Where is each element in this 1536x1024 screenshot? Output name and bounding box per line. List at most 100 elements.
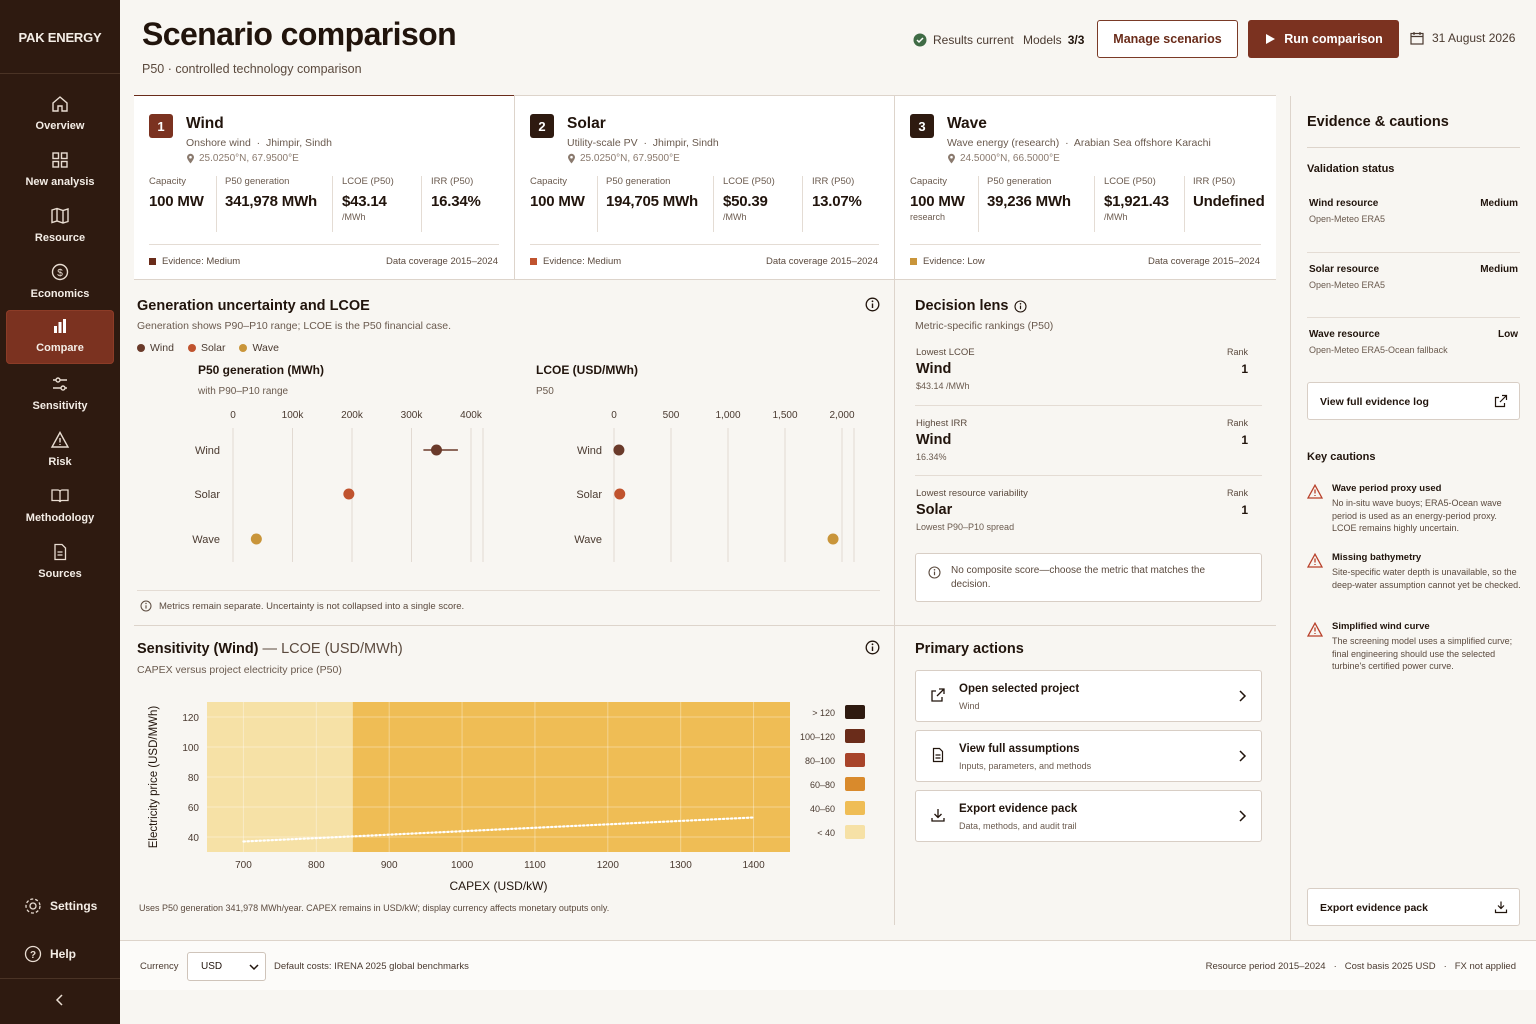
currency-select[interactable]: USD (187, 952, 266, 981)
collapse-sidebar-icon[interactable] (53, 993, 67, 1007)
metric-capacity: Capacity 100 MW (530, 176, 585, 210)
results-status: Results current (913, 33, 1014, 47)
svg-text:?: ? (30, 950, 36, 961)
legend-item-wind: Wind (137, 342, 174, 354)
sensitivity-title: Sensitivity (Wind) — LCOE (USD/MWh) (137, 641, 403, 657)
sidebar-divider (0, 73, 120, 74)
scenario-location: Jhimpir, Sindh (652, 137, 719, 149)
metric-lcoe: LCOE (P50) $50.39/MWh (723, 176, 775, 222)
run-comparison-button[interactable]: Run comparison (1248, 20, 1399, 58)
lcoe-chart-title: LCOE (USD/MWh) (536, 363, 638, 377)
sidebar-item-new-analysis[interactable]: New analysis (6, 144, 114, 198)
view-evidence-log-button[interactable]: View full evidence log (1307, 382, 1520, 420)
help-link[interactable]: ? Help (24, 945, 76, 963)
sidebar-item-compare[interactable]: Compare (6, 310, 114, 364)
y-tick-label: 60 (188, 803, 200, 814)
bar-chart-icon (54, 319, 66, 333)
sidebar-item-label: Methodology (25, 512, 95, 524)
scenario-coords: 24.5000°N, 66.5000°E (947, 153, 1060, 164)
sensitivity-heatmap: 700 800 900 1000 1100 1200 1300 1400 40 60 80 100 12… (148, 702, 865, 893)
sidebar-item-methodology[interactable]: Methodology (6, 480, 114, 534)
legend-label: 80–100 (805, 756, 835, 766)
metric-generation: P50 generation 194,705 MWh (606, 176, 699, 210)
sidebar-item-sources[interactable]: Sources (6, 536, 114, 590)
sidebar-item-economics[interactable]: $ Economics (6, 256, 114, 310)
info-icon[interactable] (865, 640, 880, 655)
category-label: Solar (576, 489, 602, 501)
caution-item: Wave period proxy used No in-situ wave b… (1307, 483, 1522, 543)
manage-scenarios-button[interactable]: Manage scenarios (1097, 20, 1238, 58)
warning-icon (1307, 622, 1323, 637)
external-link-icon (1494, 394, 1508, 408)
scenario-card-solar[interactable]: 2 Solar Utility-scale PV · Jhimpir, Sind… (515, 96, 894, 279)
models-label: Models (1023, 33, 1062, 47)
sidebar-item-label: Economics (30, 288, 90, 300)
decision-row: Highest IRR Wind 16.34% Rank 1 (915, 405, 1262, 475)
open-project-button[interactable]: Open selected project Wind (915, 670, 1262, 722)
models-count: Models 3/3 (1023, 33, 1084, 47)
info-icon[interactable] (1014, 299, 1028, 313)
tick-label: 0 (230, 410, 236, 421)
location-pin-icon (568, 153, 575, 164)
info-icon[interactable] (865, 297, 880, 312)
view-assumptions-button[interactable]: View full assumptions Inputs, parameters… (915, 730, 1262, 782)
play-icon (1266, 34, 1276, 44)
sidebar-item-resource[interactable]: Resource (6, 200, 114, 254)
chevron-down-icon (249, 964, 259, 971)
scenario-type: Utility-scale PV (567, 137, 638, 149)
legend-label: 60–80 (810, 780, 835, 790)
data-point (827, 533, 839, 545)
warning-icon (1307, 484, 1323, 499)
settings-link[interactable]: Settings (24, 897, 97, 915)
category-label: Wave (574, 534, 602, 546)
currency-label: Currency (140, 961, 179, 972)
uncertainty-title: Generation uncertainty and LCOE (137, 298, 370, 314)
legend-swatch (845, 801, 865, 815)
brand-logo: PAK ENERGY (18, 30, 102, 45)
decision-row: Lowest LCOE Wind $43.14 /MWh Rank 1 (916, 347, 1248, 391)
sidebar-item-sensitivity[interactable]: Sensitivity (6, 368, 114, 422)
metric-lcoe: LCOE (P50) $1,921.43/MWh (1104, 176, 1169, 222)
help-icon: ? (24, 945, 42, 963)
export-evidence-pack-action[interactable]: Export evidence pack Data, methods, and … (915, 790, 1262, 842)
page-title: Scenario comparison (142, 16, 457, 52)
info-icon (140, 600, 152, 612)
x-tick-label: 800 (308, 860, 325, 871)
info-icon (928, 566, 941, 579)
legend-swatch (845, 753, 865, 767)
scenario-card-wind[interactable]: 1 Wind Onshore wind · Jhimpir, Sindh 25.… (134, 96, 514, 279)
data-point (614, 488, 626, 500)
data-point (613, 444, 625, 456)
date-picker[interactable]: 31 August 2026 (1410, 31, 1515, 45)
scenario-subtitle: Utility-scale PV · Jhimpir, Sindh (567, 137, 719, 149)
check-circle-icon (913, 33, 927, 47)
evidence-level: Evidence: Medium (149, 256, 240, 267)
footer-meta: Resource period 2015–2024 · Cost basis 202… (1205, 961, 1516, 972)
metric-capacity: Capacity 100 MW (149, 176, 204, 210)
warning-icon (50, 431, 70, 448)
document-icon (932, 747, 944, 763)
sidebar-item-overview[interactable]: Overview (6, 88, 114, 142)
results-status-text: Results current (933, 33, 1014, 47)
scenario-card-wave[interactable]: 3 Wave Wave energy (research) · Arabian … (895, 96, 1276, 279)
export-evidence-pack-button[interactable]: Export evidence pack (1307, 888, 1520, 926)
lcoe-chart: 0 500 1,000 1,500 2,000 Wind Solar Wave (574, 410, 855, 562)
metric-irr: IRR (P50) Undefined (1193, 176, 1265, 210)
lcoe-chart-subtitle: P50 (536, 386, 554, 397)
x-tick-label: 1300 (670, 860, 693, 871)
scenario-coords-text: 25.0250°N, 67.9500°E (199, 153, 299, 164)
heatmap-cell-low (207, 702, 353, 852)
run-comparison-label: Run comparison (1284, 32, 1383, 46)
sidebar-item-label: New analysis (25, 176, 95, 188)
legend-label: > 120 (812, 708, 835, 718)
legend-swatch (845, 729, 865, 743)
sidebar-item-label: Sensitivity (32, 400, 88, 412)
sidebar-item-risk[interactable]: Risk (6, 424, 114, 478)
evidence-level: Evidence: Low (910, 256, 985, 267)
scenario-coords-text: 25.0250°N, 67.9500°E (580, 153, 680, 164)
scenario-type: Wave energy (research) (947, 137, 1060, 149)
data-coverage: Data coverage 2015–2024 (766, 256, 878, 267)
scenario-coords: 25.0250°N, 67.9500°E (567, 153, 680, 164)
scenario-name: Wave (947, 115, 987, 132)
footer-bar: Currency USD Default costs: IRENA 2025 g… (120, 940, 1536, 990)
